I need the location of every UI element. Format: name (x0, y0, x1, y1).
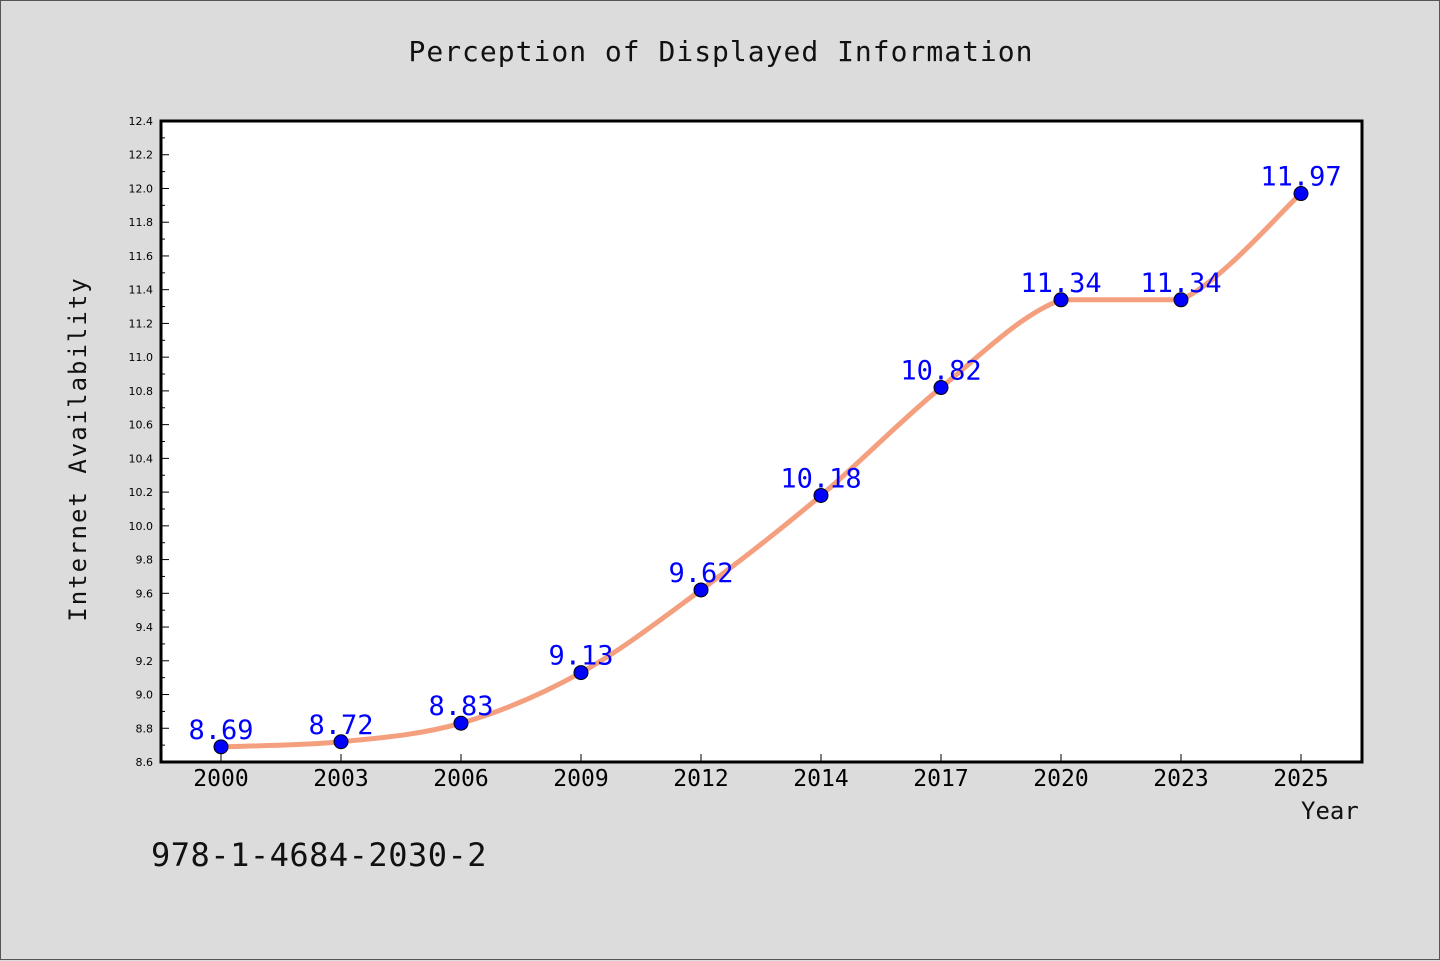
y-tick-label: 12.2 (129, 149, 154, 162)
y-tick-label: 10.6 (129, 419, 154, 432)
y-tick-label: 9.8 (136, 554, 154, 567)
y-tick-label: 10.2 (129, 486, 154, 499)
x-tick-label: 2006 (433, 766, 488, 792)
x-tick-label: 2014 (793, 766, 848, 792)
data-point (573, 665, 589, 681)
x-tick-label: 2009 (553, 766, 608, 792)
y-tick-label: 11.4 (129, 284, 154, 297)
y-tick-label: 8.8 (136, 722, 154, 735)
data-label: 8.83 (428, 691, 493, 722)
y-tick-label: 9.6 (136, 587, 154, 600)
y-tick-label: 12.0 (129, 182, 154, 195)
data-label: 9.62 (668, 558, 733, 589)
y-tick-label: 11.2 (129, 317, 154, 330)
y-tick-label: 9.0 (136, 689, 154, 702)
plot-area (159, 119, 1364, 764)
data-label: 8.72 (308, 710, 373, 741)
x-tick-label: 2023 (1153, 766, 1208, 792)
data-point (933, 380, 949, 396)
data-label: 11.34 (1020, 268, 1101, 299)
chart-title: Perception of Displayed Information (408, 35, 1034, 68)
x-tick-label: 2017 (913, 766, 968, 792)
data-point (213, 739, 229, 755)
data-label: 11.97 (1260, 162, 1341, 193)
x-tick-label: 2003 (313, 766, 368, 792)
x-tick-label: 2012 (673, 766, 728, 792)
isbn-text: 978-1-4684-2030-2 (151, 836, 488, 874)
y-tick-label: 11.0 (129, 351, 154, 364)
y-tick-label: 10.4 (129, 452, 154, 465)
data-label: 9.13 (548, 641, 613, 672)
y-tick-label: 9.4 (136, 621, 154, 634)
data-point (693, 582, 709, 598)
series-line (218, 191, 1304, 750)
y-tick-label: 11.6 (129, 250, 154, 263)
y-tick-label: 12.4 (129, 115, 154, 128)
x-tick-label: 2000 (193, 766, 248, 792)
data-point (1173, 292, 1189, 308)
y-tick-label: 9.2 (136, 655, 154, 668)
x-tick-label: 2025 (1273, 766, 1328, 792)
data-point (813, 487, 829, 503)
data-label: 10.82 (900, 356, 981, 387)
y-tick-label: 8.6 (136, 756, 154, 769)
y-tick-label: 11.8 (129, 216, 154, 229)
data-point (453, 715, 469, 731)
x-tick-label: 2020 (1033, 766, 1088, 792)
data-point (1293, 186, 1309, 202)
data-point (1053, 292, 1069, 308)
data-label: 8.69 (188, 715, 253, 746)
data-label: 11.34 (1140, 268, 1221, 299)
x-axis-label: Year (1301, 797, 1359, 825)
y-tick-label: 10.0 (129, 520, 154, 533)
data-point (333, 734, 349, 750)
data-label: 10.18 (780, 463, 861, 494)
y-tick-label: 10.8 (129, 385, 154, 398)
